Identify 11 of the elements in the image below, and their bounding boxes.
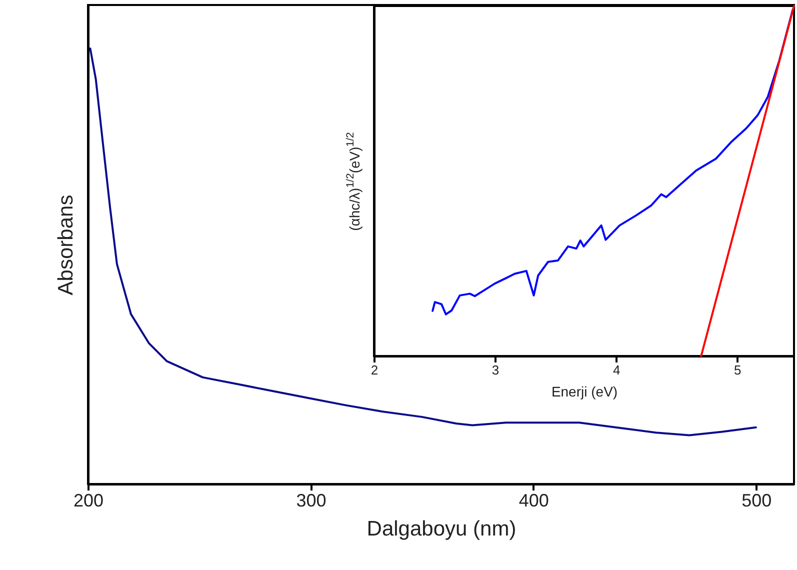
x-axis-title: Enerji (eV) bbox=[551, 384, 618, 400]
x-tick-label: 500 bbox=[742, 490, 772, 510]
x-axis-title: Dalgaboyu (nm) bbox=[366, 518, 516, 540]
x-tick-label: 2 bbox=[370, 362, 378, 378]
x-tick-label: 200 bbox=[73, 490, 104, 510]
y-axis-title: Absorbans bbox=[54, 194, 78, 296]
x-tick-label: 4 bbox=[612, 362, 620, 378]
x-tick-label: 5 bbox=[734, 362, 742, 378]
x-tick-label: 400 bbox=[518, 490, 549, 510]
x-tick-label: 300 bbox=[296, 490, 326, 510]
x-tick-label: 3 bbox=[492, 362, 500, 378]
